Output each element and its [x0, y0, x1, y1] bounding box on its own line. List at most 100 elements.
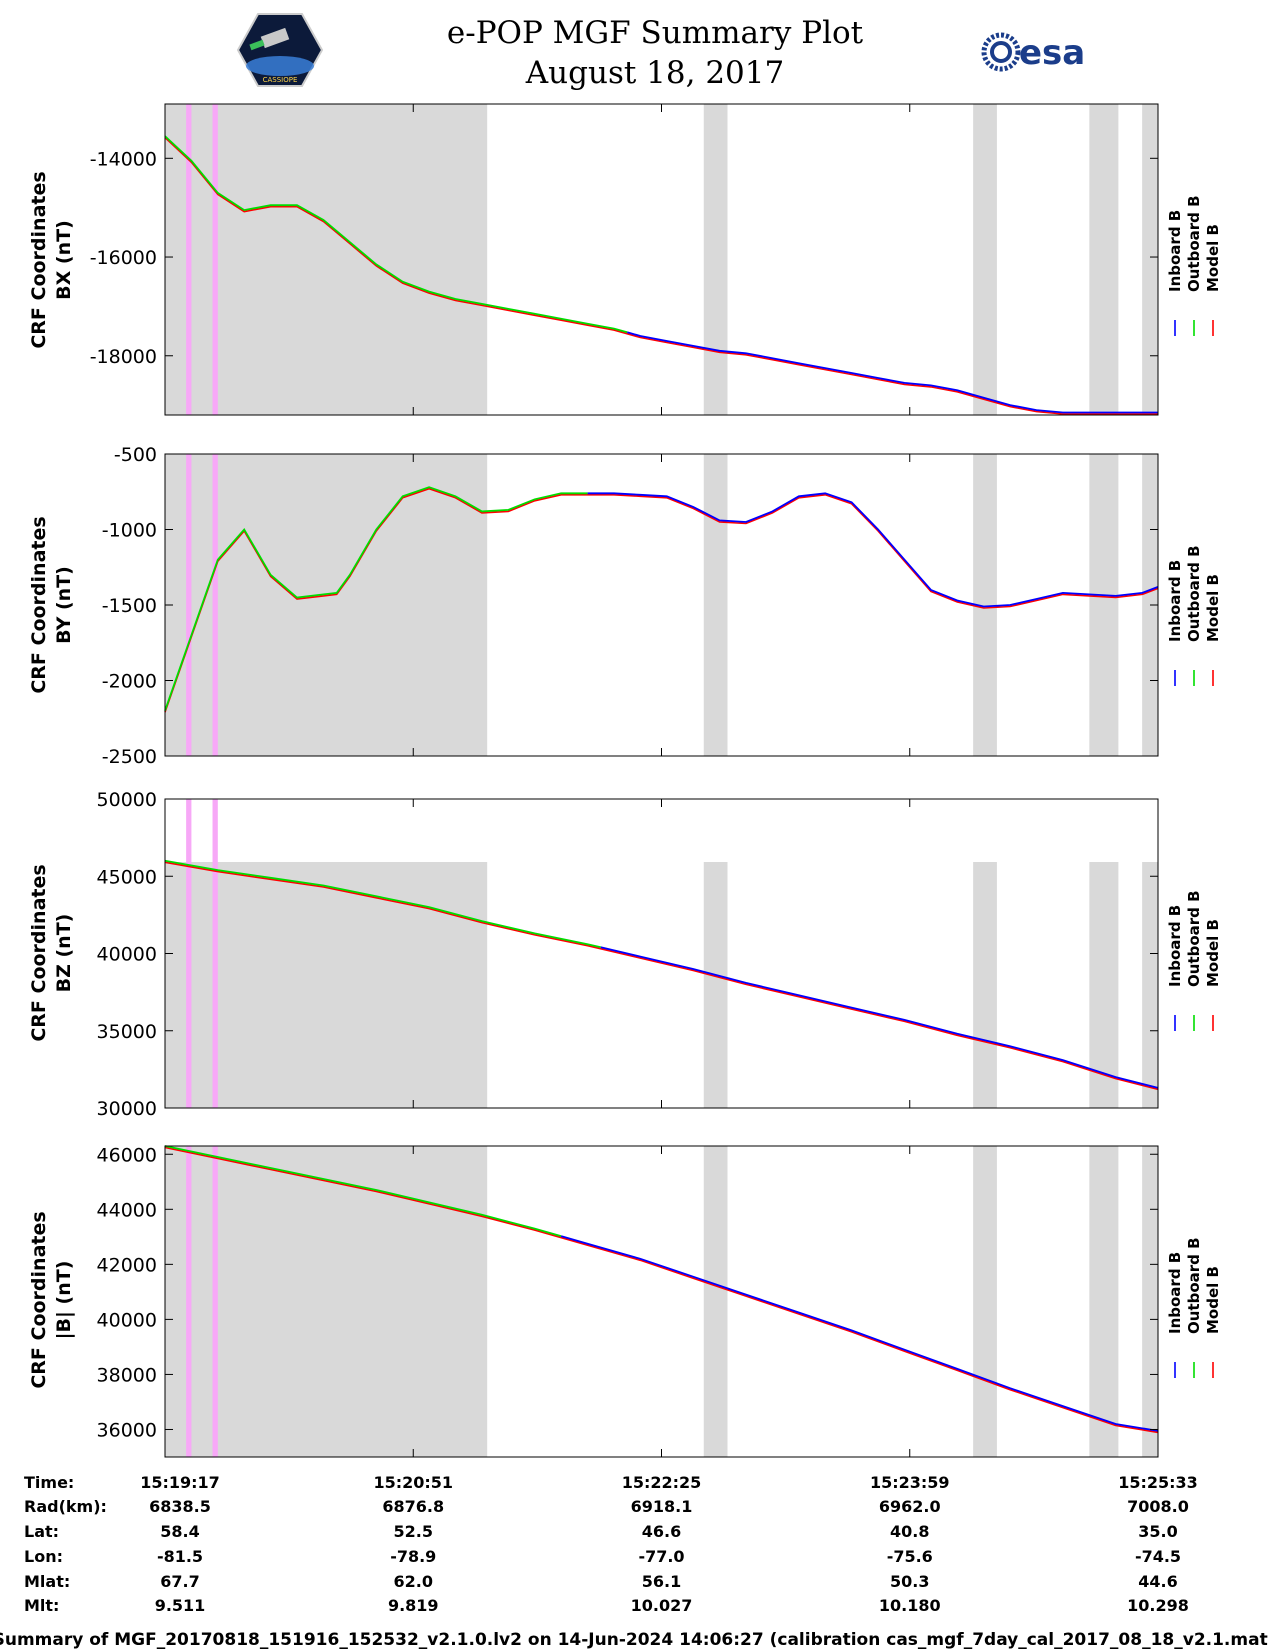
outboard-b-series [164, 859, 602, 949]
x-tick-label: 15:23:59 [870, 1473, 950, 1492]
y-tick-label: -1000 [102, 520, 157, 542]
eclipse-band [1089, 104, 1119, 415]
cassiope-logo: CASSIOPE [236, 13, 324, 87]
panel-btotal: 46000 44000 42000 40000 38000 36000 CRF Coordi… [28, 1144, 1222, 1458]
summary-cell: 35.0 [1138, 1522, 1177, 1541]
y-tick-label: -2000 [102, 671, 157, 693]
y-axis-label-line2: BY (nT) [53, 566, 75, 644]
eclipse-band [973, 862, 997, 1108]
x-tick-label: 15:20:51 [373, 1473, 453, 1492]
x-tick-label: 15:22:25 [622, 1473, 702, 1492]
summary-cell: -78.9 [390, 1547, 436, 1566]
legend-entry: Outboard B [1185, 890, 1203, 987]
legend-entry: Outboard B [1185, 545, 1203, 642]
y-axis-label-line2: BZ (nT) [53, 914, 75, 993]
summary-cell: 9.511 [155, 1596, 206, 1615]
y-axis-label-line1: CRF Coordinates [28, 1211, 50, 1388]
inboard-b-series [600, 946, 1159, 1089]
y-tick-label: 46000 [97, 1144, 157, 1166]
eclipse-band [165, 104, 488, 415]
y-tick-label: 38000 [97, 1364, 157, 1386]
legend-entry: Model B [1204, 224, 1222, 292]
y-tick-label: -500 [114, 444, 157, 466]
y-axis-label-line2: BX (nT) [53, 220, 75, 300]
y-tick-label: 45000 [97, 866, 157, 888]
logo-left-text: CASSIOPE [263, 76, 298, 84]
page-subtitle-date: August 18, 2017 [525, 55, 784, 91]
y-axis-label-line2: |B| (nT) [53, 1261, 75, 1340]
model-b-series [164, 487, 1159, 713]
y-tick-label: 35000 [97, 1021, 157, 1043]
summary-row-label: Time: [24, 1473, 74, 1492]
legend-entry: Outboard B [1185, 1237, 1203, 1334]
summary-row-label: Rad(km): [24, 1497, 107, 1516]
model-b-series [164, 861, 1159, 1091]
x-tick-label: 15:19:17 [140, 1473, 220, 1492]
summary-row-label: Mlat: [24, 1572, 70, 1591]
x-tick-label: 15:25:33 [1118, 1473, 1198, 1492]
eclipse-band [165, 862, 488, 1108]
ephemeris-summary-table: Time: Rad(km): Lat: Lon: Mlat: Mlt: 15:19:17 68… [24, 1473, 1198, 1615]
y-tick-label: 40000 [97, 1309, 157, 1331]
legend-entry: Inboard B [1166, 905, 1184, 987]
summary-cell: 52.5 [394, 1522, 433, 1541]
summary-cell: -81.5 [157, 1547, 203, 1566]
summary-cell: 58.4 [160, 1522, 199, 1541]
legend-entry: Inboard B [1166, 1252, 1184, 1334]
summary-cell: 10.298 [1127, 1596, 1189, 1615]
flag-band [186, 454, 192, 756]
summary-cell: 7008.0 [1127, 1497, 1189, 1516]
summary-cell: 10.180 [879, 1596, 941, 1615]
y-tick-label: 30000 [97, 1098, 157, 1120]
panel-bx: -14000 -16000 -18000 CRF Coordinates BX (nT)… [28, 103, 1222, 416]
summary-cell: -75.6 [887, 1547, 933, 1566]
flag-band [186, 799, 192, 1108]
model-b-series [164, 1146, 1159, 1434]
y-tick-label: 36000 [97, 1419, 157, 1441]
legend-entry: Model B [1204, 919, 1222, 987]
legend-entry: Outboard B [1185, 195, 1203, 292]
eclipse-band [1142, 104, 1158, 415]
summary-cell: -74.5 [1135, 1547, 1181, 1566]
eclipse-band [165, 454, 488, 756]
summary-cell: 6876.8 [382, 1497, 444, 1516]
eclipse-band [703, 104, 728, 415]
summary-cell: 50.3 [890, 1572, 929, 1591]
y-axis-label-line1: CRF Coordinates [28, 516, 50, 693]
eclipse-band [165, 1146, 488, 1457]
y-tick-label: 50000 [97, 789, 157, 811]
y-tick-label: -16000 [90, 247, 157, 269]
footer-summary-text: Summary of MGF_20170818_151916_152532_v2… [0, 1630, 1275, 1650]
flag-band [212, 104, 218, 415]
summary-cell: 67.7 [160, 1572, 199, 1591]
panel-bz: 50000 45000 40000 35000 30000 CRF Coordinates… [28, 789, 1222, 1120]
y-axis-label-line1: CRF Coordinates [28, 864, 50, 1041]
model-b-series [164, 137, 1158, 415]
y-tick-label: -18000 [90, 346, 157, 368]
eclipse-band [973, 104, 997, 415]
summary-cell: 6962.0 [879, 1497, 941, 1516]
flag-band [212, 799, 218, 1108]
legend-entry: Inboard B [1166, 560, 1184, 642]
summary-cell: 44.6 [1138, 1572, 1177, 1591]
esa-logo: esa [981, 32, 1085, 73]
logo-right-text: esa [1019, 33, 1085, 73]
summary-cell: -77.0 [638, 1547, 684, 1566]
summary-cell: 62.0 [394, 1572, 433, 1591]
outboard-b-series [164, 1145, 562, 1237]
outboard-b-series [164, 486, 588, 711]
summary-row-label: Mlt: [24, 1596, 59, 1615]
y-axis-label-line1: CRF Coordinates [28, 171, 50, 348]
eclipse-band [703, 454, 728, 756]
eclipse-band [1089, 454, 1119, 756]
inboard-b-series [560, 1235, 1159, 1432]
eclipse-band [973, 454, 997, 756]
legend-entry: Model B [1204, 574, 1222, 642]
summary-cell: 6918.1 [631, 1497, 693, 1516]
eclipse-band [1142, 862, 1158, 1108]
eclipse-band [1089, 862, 1119, 1108]
summary-cell: 10.027 [631, 1596, 693, 1615]
flag-band [186, 104, 192, 415]
y-tick-label: 42000 [97, 1254, 157, 1276]
legend-entry: Inboard B [1166, 210, 1184, 292]
